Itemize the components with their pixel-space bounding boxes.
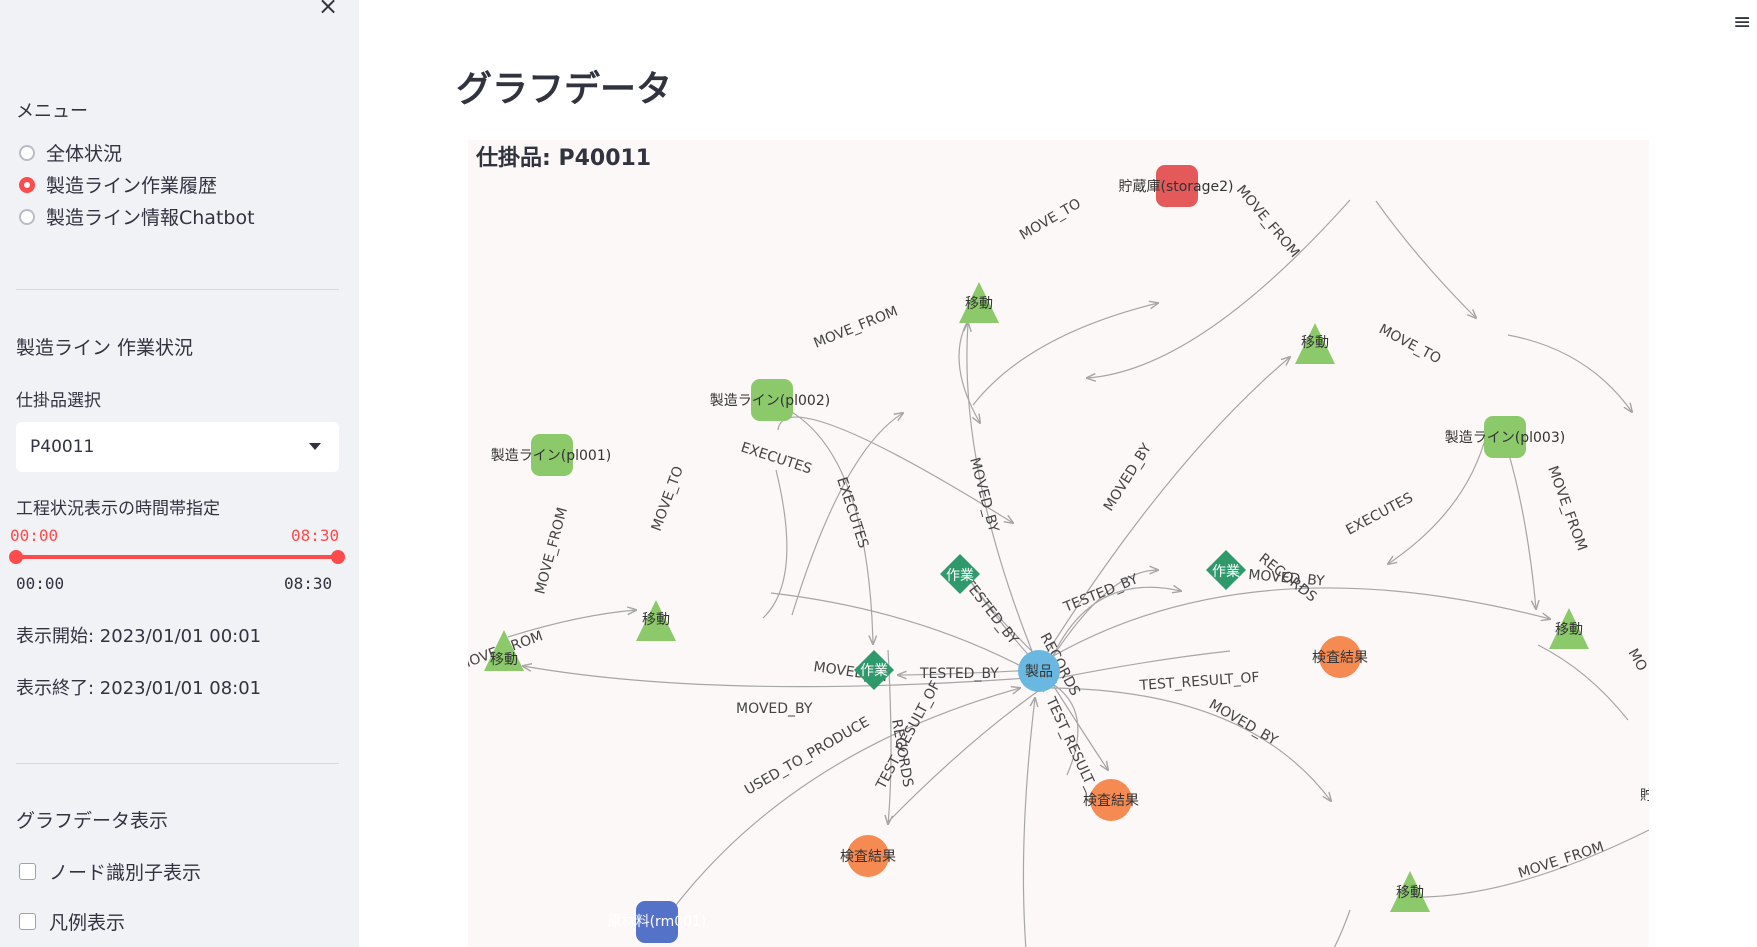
edge-label: MOVED_BY <box>736 701 813 717</box>
radio-label: 全体状況 <box>46 139 122 166</box>
sidebar: × メニュー 全体状況 製造ライン作業履歴 製造ライン情報Chatbot 製造ラ… <box>0 0 359 947</box>
node-label: 移動 <box>490 652 518 668</box>
node-label: 移動 <box>965 296 993 312</box>
edge-label: MOVE_TO <box>649 464 687 533</box>
edge-label: MOVE_TO <box>1376 321 1443 367</box>
edge-label: MO <box>1625 646 1649 674</box>
time-range-label: 工程状況表示の時間帯指定 <box>16 494 220 519</box>
radio-option-line-history[interactable]: 製造ライン作業履歴 <box>19 171 217 198</box>
node-label: 製造ライン(pl001) <box>491 448 611 464</box>
display-start-text: 表示開始: 2023/01/01 00:01 <box>16 622 261 648</box>
menu-label: メニュー <box>16 97 88 123</box>
graph-edge <box>1376 201 1476 318</box>
node-label: 移動 <box>1555 622 1583 638</box>
node-label: 原材料(rm001) <box>608 914 707 930</box>
checkbox-node-id[interactable]: ノード識別子表示 <box>19 858 201 885</box>
node-label: 作業 <box>1212 564 1240 580</box>
wip-select-label: 仕掛品選択 <box>16 386 101 411</box>
node-label: 貯蔵庫(storage2) <box>1118 178 1233 195</box>
close-sidebar-icon[interactable]: × <box>318 0 338 20</box>
edge-label: TESTED_BY <box>959 575 1021 648</box>
checkbox-box[interactable] <box>19 913 36 930</box>
node-label: 移動 <box>1396 885 1424 901</box>
slider-max-label: 08:30 <box>284 574 332 593</box>
time-slider-start-handle[interactable] <box>9 550 23 564</box>
node-label: 作業 <box>946 568 974 584</box>
graph-edge <box>1508 335 1632 412</box>
node-label: 製品 <box>1025 664 1053 680</box>
time-slider-track[interactable] <box>16 555 338 559</box>
edge-label: MOVED_BY <box>1101 440 1155 514</box>
graph-panel[interactable]: 仕掛品: P40011 <box>468 140 1649 947</box>
hamburger-menu-icon[interactable]: ≡ <box>1733 10 1751 35</box>
graph-edge <box>1043 588 1550 662</box>
wip-select[interactable]: P40011 <box>16 422 339 472</box>
node-label: 移動 <box>1301 335 1329 351</box>
edge-label: MOVE_FROM <box>1516 839 1606 882</box>
graph-section-title: グラフデータ表示 <box>16 806 168 833</box>
edge-label: TESTED_BY <box>1061 571 1141 616</box>
graph-edge <box>1023 698 1035 947</box>
edge-label: MOVED_BY <box>1206 697 1281 749</box>
node-label: 検査結果 <box>840 849 896 865</box>
node-label: 移動 <box>642 612 670 628</box>
graph-nodes: 貯蔵庫(storage2) 製造ライン(pl002) 製造ライン(pl001) … <box>484 165 1649 943</box>
edge-label: MOVE_FROM <box>812 303 901 351</box>
graph-canvas[interactable]: MOVE_TO MOVE_FROM MOVE_FROM MOVE_TO MOVE… <box>468 140 1649 947</box>
node-label: 検査結果 <box>1083 793 1139 809</box>
time-slider-end-handle[interactable] <box>331 550 345 564</box>
graph-edges <box>508 200 1649 947</box>
graph-edge <box>1333 910 1350 947</box>
edge-label: MOVED_BY <box>966 456 1001 534</box>
node-label: 検査結果 <box>1312 650 1368 666</box>
edge-label: EXECUTES <box>1343 490 1416 539</box>
radio-button-selected[interactable] <box>19 177 35 193</box>
edge-label: EXECUTES <box>833 475 871 550</box>
graph-edge-labels: MOVE_TO MOVE_FROM MOVE_FROM MOVE_TO MOVE… <box>468 182 1649 882</box>
graph-edge <box>973 303 1158 405</box>
checkbox-box[interactable] <box>19 863 36 880</box>
radio-label: 製造ライン情報Chatbot <box>46 203 255 230</box>
edge-label: MOVE_FROM <box>1544 464 1590 553</box>
checkbox-legend[interactable]: 凡例表示 <box>19 908 125 935</box>
radio-option-overall[interactable]: 全体状況 <box>19 139 122 166</box>
graph-edge <box>1538 645 1628 720</box>
edge-label: MOVE_TO <box>1017 196 1084 244</box>
node-label: 製造ライン(pl002) <box>710 393 830 409</box>
radio-option-chatbot[interactable]: 製造ライン情報Chatbot <box>19 203 255 230</box>
graph-edge <box>763 470 787 618</box>
graph-edge <box>1508 451 1536 609</box>
radio-label: 製造ライン作業履歴 <box>46 171 217 198</box>
graph-title: 仕掛品: P40011 <box>476 140 651 172</box>
slider-min-label: 00:00 <box>16 574 64 593</box>
chevron-down-icon[interactable] <box>309 443 321 450</box>
checkbox-label: 凡例表示 <box>49 908 125 935</box>
checkbox-label: ノード識別子表示 <box>49 858 201 885</box>
divider <box>16 289 339 290</box>
edge-label: TEST_RESULT_OF <box>1138 670 1260 694</box>
display-end-text: 表示終了: 2023/01/01 08:01 <box>16 674 261 700</box>
radio-button[interactable] <box>19 145 35 161</box>
node-label: 貯 <box>1640 788 1649 804</box>
graph-edge <box>676 688 1020 905</box>
wip-select-value: P40011 <box>30 437 94 457</box>
slider-start-value: 00:00 <box>10 526 58 545</box>
node-label: 製造ライン(pl003) <box>1445 430 1565 446</box>
node-label: 作業 <box>860 663 888 679</box>
slider-end-value: 08:30 <box>291 526 339 545</box>
edge-label: MOVE_FROM <box>1233 182 1303 261</box>
radio-button[interactable] <box>19 209 35 225</box>
divider <box>16 763 339 764</box>
section-title: 製造ライン 作業状況 <box>16 333 193 360</box>
edge-label: MOVE_FROM <box>532 506 571 596</box>
page-title: グラフデータ <box>456 60 672 112</box>
